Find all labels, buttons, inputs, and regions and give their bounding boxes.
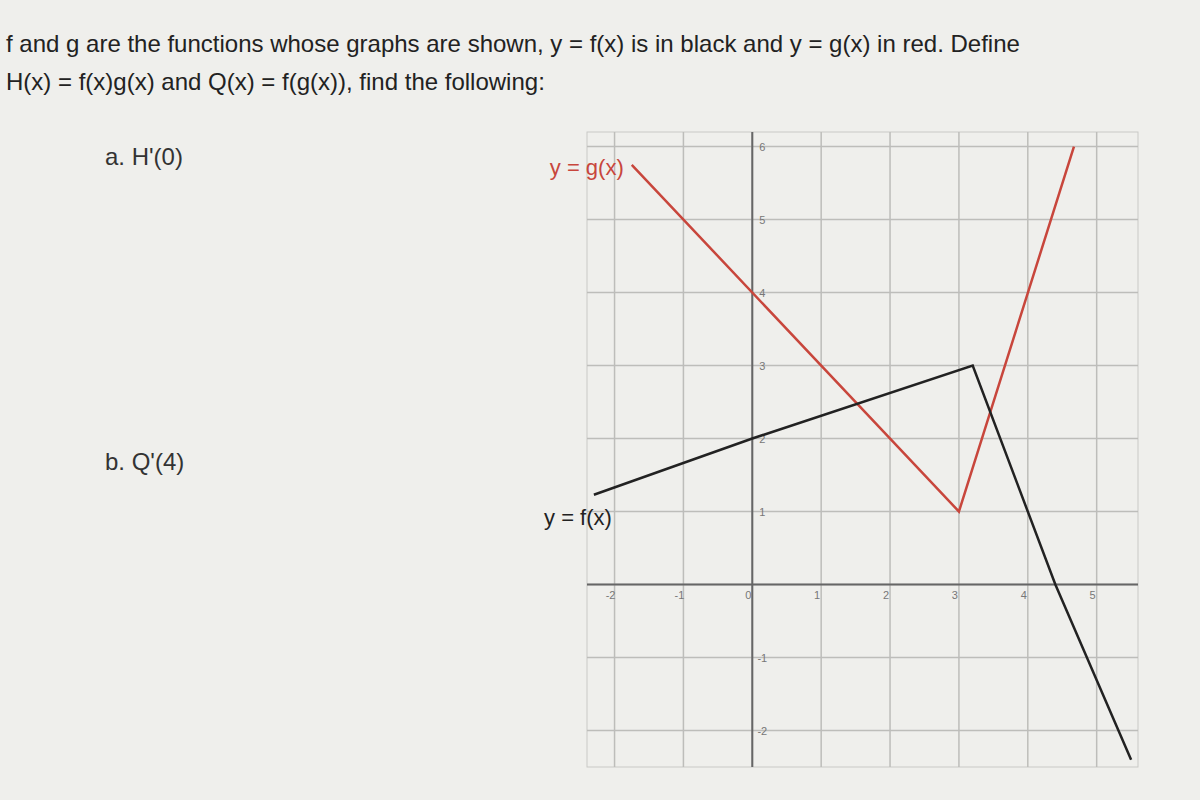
y-tick-label: 4	[759, 287, 765, 299]
x-tick-label: 3	[952, 589, 958, 601]
subtitle: H(x) = f(x)g(x) and Q(x) = f(g(x)), find…	[6, 68, 545, 95]
y-tick-label: 3	[759, 360, 765, 372]
canvas: f and g are the functions whose graphs a…	[0, 0, 1200, 800]
grid-line	[587, 219, 1138, 221]
plot-frame	[587, 132, 1138, 767]
y-axis	[751, 132, 753, 767]
grid-line	[614, 132, 616, 767]
question: b. Q'(4)	[105, 448, 184, 475]
grid-line	[1027, 132, 1029, 767]
grid-line	[1096, 132, 1098, 767]
grid-line	[587, 438, 1138, 440]
x-tick-label: 5	[1090, 589, 1096, 601]
x-tick-label: -2	[606, 589, 616, 601]
grid-line	[587, 657, 1138, 659]
series-label: y = g(x)	[550, 155, 624, 180]
grid-line	[889, 132, 891, 767]
x-tick-label: 4	[1021, 589, 1027, 601]
y-tick-label: -1	[757, 652, 767, 664]
grid-line	[587, 292, 1138, 294]
x-tick-label: 2	[883, 589, 889, 601]
grid-line	[820, 132, 822, 767]
series-label: y = f(x)	[544, 505, 612, 530]
y-tick-label: 1	[759, 506, 765, 518]
function-line	[594, 366, 1131, 760]
grid-line	[683, 132, 685, 767]
y-tick-label: 5	[759, 214, 765, 226]
grid-line	[958, 132, 960, 767]
title: f and g are the functions whose graphs a…	[6, 30, 1020, 57]
y-tick-label: 6	[759, 141, 765, 153]
grid-line	[752, 132, 754, 767]
question: a. H'(0)	[105, 143, 183, 170]
root: f and g are the functions whose graphs a…	[0, 0, 1200, 800]
background	[0, 0, 1200, 800]
grid-line	[587, 146, 1138, 148]
y-tick-label: -2	[757, 725, 767, 737]
x-tick-label: -1	[675, 589, 685, 601]
grid-line	[587, 511, 1138, 513]
x-tick-label: 0	[745, 589, 751, 601]
grid-line	[587, 730, 1138, 732]
series-group	[594, 147, 1131, 760]
x-tick-label: 1	[814, 589, 820, 601]
grid-line	[587, 365, 1138, 367]
